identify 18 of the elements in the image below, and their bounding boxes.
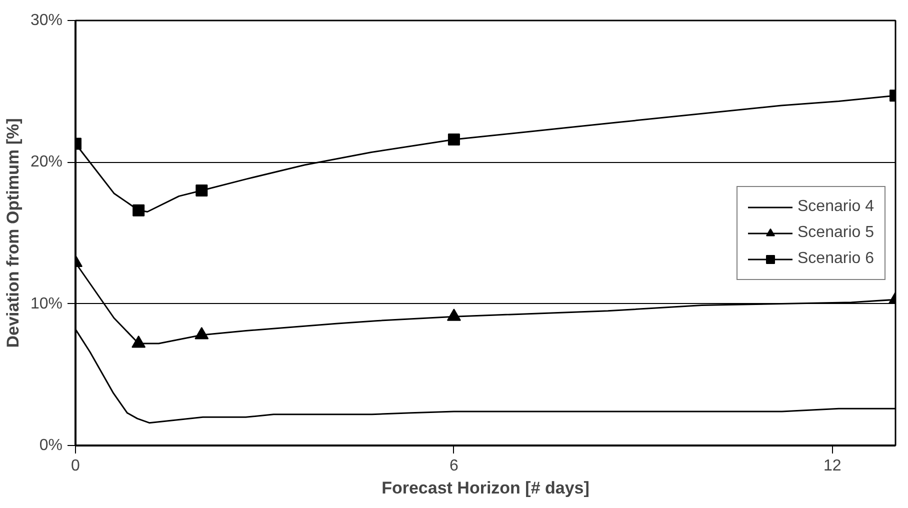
point — [196, 184, 208, 196]
point — [446, 308, 461, 321]
point — [132, 335, 146, 348]
point — [194, 326, 209, 340]
x-tick-label: 6 — [450, 458, 459, 474]
legend-label: Scenario 4 — [798, 198, 874, 216]
point — [448, 134, 460, 146]
legend-label: Scenario 5 — [798, 224, 874, 242]
y-tick-label: 20% — [30, 154, 63, 171]
y-axis-title: Deviation from Optimum [%] — [3, 118, 22, 348]
y-tick-label: 30% — [30, 12, 63, 29]
x-axis-title: Forecast Horizon [# days] — [382, 478, 590, 498]
point — [132, 204, 145, 216]
y-tick-label: 10% — [30, 295, 63, 312]
legend-label: Scenario 6 — [798, 250, 874, 268]
x-tick-label: 12 — [824, 458, 842, 474]
x-tick-label: 0 — [71, 458, 80, 474]
y-tick-label: 0% — [39, 437, 62, 454]
